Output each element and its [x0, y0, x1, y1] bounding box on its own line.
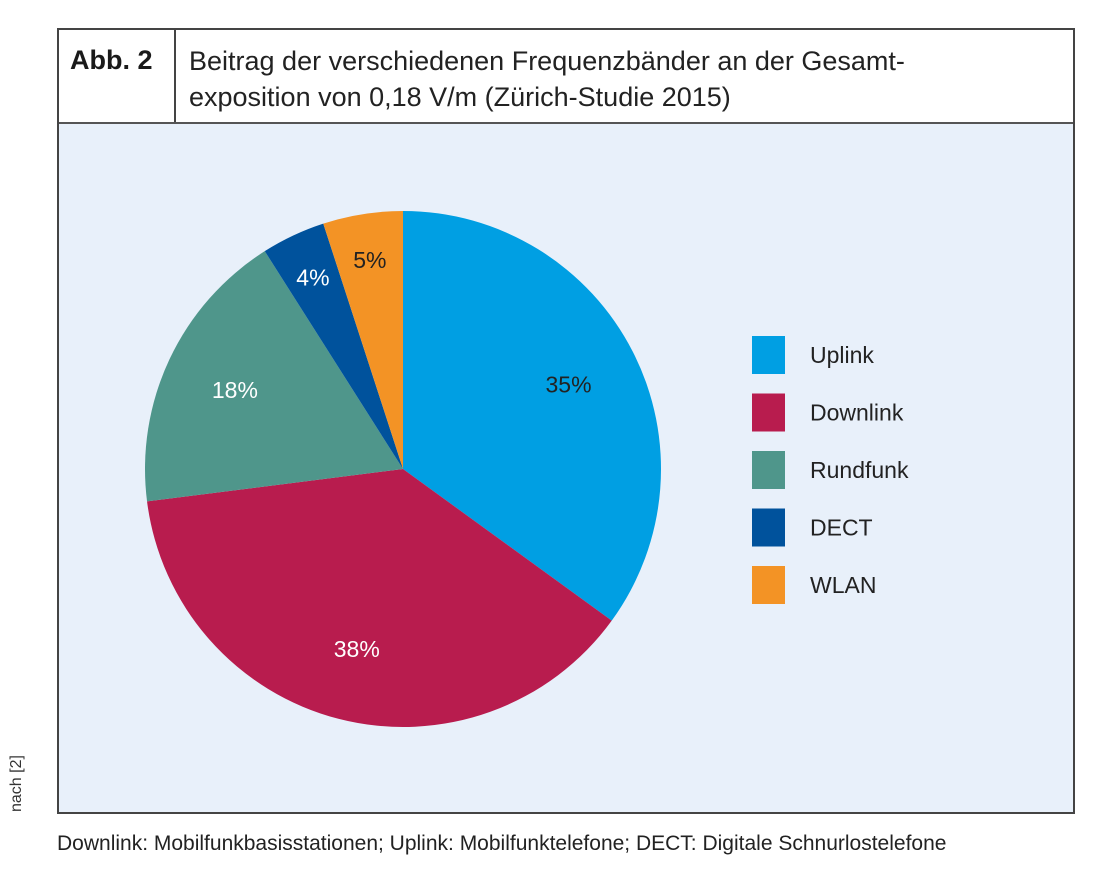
- figure-title: Beitrag der verschiedenen Frequenzbänder…: [189, 43, 905, 115]
- legend: Uplink Downlink Rundfunk DECT WLAN: [752, 336, 909, 604]
- legend-swatch-rundfunk: [752, 451, 785, 489]
- slice-label-dect: 4%: [296, 265, 329, 291]
- footnote: Downlink: Mobilfunkbasisstationen; Uplin…: [57, 832, 947, 855]
- pie-slice-rundfunk: [145, 251, 403, 502]
- slice-label-uplink: 35%: [545, 372, 591, 398]
- title-line-2: exposition von 0,18 V/m (Zürich-Studie 2…: [189, 82, 731, 112]
- figure-frame: Abb. 2 Beitrag der verschiedenen Frequen…: [57, 28, 1075, 814]
- legend-label-wlan: WLAN: [810, 572, 876, 598]
- figure-label: Abb. 2: [59, 30, 176, 122]
- slice-label-wlan: 5%: [353, 247, 386, 273]
- legend-label-dect: DECT: [810, 515, 873, 541]
- pie-slice-downlink: [147, 469, 612, 727]
- pie-labels: 35% 38% 18% 4% 5%: [212, 247, 592, 662]
- title-line-1: Beitrag der verschiedenen Frequenzbänder…: [189, 46, 905, 76]
- legend-label-rundfunk: Rundfunk: [810, 457, 909, 483]
- legend-swatch-uplink: [752, 336, 785, 374]
- legend-swatch-dect: [752, 508, 785, 547]
- pie-slices: [145, 211, 662, 727]
- source-note: nach [2]: [8, 755, 25, 812]
- figure-header: Abb. 2 Beitrag der verschiedenen Frequen…: [59, 30, 1073, 124]
- slice-label-rundfunk: 18%: [212, 377, 258, 403]
- legend-swatch-downlink: [752, 393, 785, 432]
- pie-slice-uplink: [403, 211, 662, 621]
- legend-label-downlink: Downlink: [810, 400, 904, 426]
- legend-swatch-wlan: [752, 566, 785, 604]
- slice-label-downlink: 38%: [334, 636, 380, 662]
- pie-slice-wlan: [323, 211, 403, 469]
- pie-slice-dect: [264, 223, 403, 469]
- legend-label-uplink: Uplink: [810, 342, 874, 368]
